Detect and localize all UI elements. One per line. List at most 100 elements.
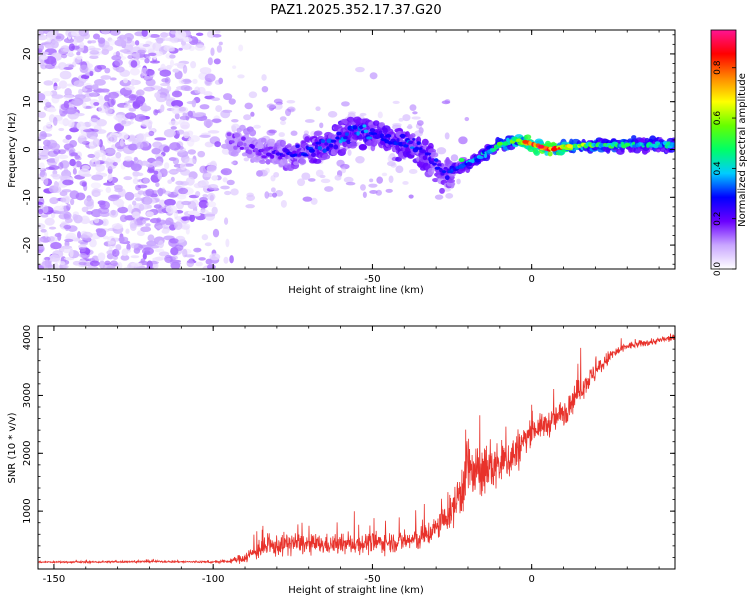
faint-blob bbox=[341, 101, 350, 106]
faint-blob bbox=[285, 108, 291, 116]
noise-blob bbox=[172, 91, 182, 98]
y-tick-label: 10 bbox=[22, 95, 33, 108]
noise-blob bbox=[190, 61, 196, 68]
faint-blob bbox=[272, 192, 277, 197]
noise-blob bbox=[96, 119, 107, 127]
noise-blob bbox=[89, 50, 99, 54]
faint-blob bbox=[297, 178, 305, 186]
noise-blob bbox=[134, 158, 139, 163]
noise-blob bbox=[139, 204, 145, 211]
noise-blob bbox=[184, 254, 195, 257]
ridge-core bbox=[437, 163, 442, 166]
noise-blob bbox=[114, 188, 123, 192]
noise-blob bbox=[53, 86, 61, 90]
faint-blob bbox=[436, 147, 446, 154]
faint-blob bbox=[321, 179, 331, 184]
noise-blob bbox=[197, 151, 205, 158]
colorbar-tick-label: 0.4 bbox=[713, 161, 723, 176]
noise-blob bbox=[63, 225, 71, 229]
noise-blob bbox=[103, 182, 115, 185]
faint-blob bbox=[395, 166, 403, 174]
noise-blob bbox=[134, 220, 145, 227]
noise-blob bbox=[128, 144, 138, 151]
ridge-core bbox=[356, 131, 359, 136]
faint-blob bbox=[286, 100, 295, 104]
noise-blob bbox=[155, 182, 159, 187]
noise-blob bbox=[124, 249, 131, 253]
ridge-core bbox=[241, 136, 246, 141]
x-tick-label: -50 bbox=[364, 274, 380, 285]
ridge-halo bbox=[287, 143, 292, 147]
noise-blob bbox=[222, 110, 232, 113]
noise-blob bbox=[49, 143, 60, 150]
noise-blob bbox=[39, 44, 44, 51]
noise-blob bbox=[199, 135, 211, 138]
faint-blob bbox=[369, 179, 373, 183]
noise-blob bbox=[215, 105, 222, 112]
noise-blob bbox=[166, 65, 172, 70]
faint-blob bbox=[291, 131, 298, 136]
ridge-core bbox=[445, 175, 450, 180]
noise-blob bbox=[114, 185, 122, 188]
noise-blob bbox=[113, 162, 118, 166]
noise-blob bbox=[141, 258, 146, 263]
noise-blob bbox=[121, 50, 127, 53]
noise-blob bbox=[142, 247, 154, 255]
noise-blob bbox=[169, 47, 176, 52]
ridge-core bbox=[234, 133, 240, 138]
noise-blob bbox=[202, 234, 208, 240]
faint-blob bbox=[271, 187, 276, 192]
ridge-core bbox=[370, 128, 375, 132]
ridge-core bbox=[240, 147, 244, 150]
ridge-core bbox=[346, 140, 350, 144]
noise-blob bbox=[43, 125, 53, 132]
noise-blob bbox=[68, 65, 73, 68]
noise-blob bbox=[124, 156, 132, 161]
noise-blob bbox=[91, 174, 103, 180]
ridge-halo bbox=[322, 154, 330, 160]
noise-blob bbox=[174, 222, 182, 230]
noise-blob bbox=[164, 255, 173, 263]
faint-blob bbox=[389, 176, 394, 183]
noise-blob bbox=[64, 239, 73, 242]
noise-blob bbox=[115, 152, 121, 159]
noise-blob bbox=[141, 123, 152, 127]
ridge-core bbox=[332, 139, 336, 142]
noise-blob bbox=[114, 59, 123, 66]
noise-blob bbox=[47, 31, 57, 39]
noise-blob bbox=[60, 205, 65, 209]
noise-blob bbox=[195, 262, 203, 267]
colorbar-label: Normalized spectral amplitude bbox=[737, 73, 748, 227]
noise-blob bbox=[43, 205, 49, 213]
noise-blob bbox=[181, 201, 191, 205]
snr-x-label: Height of straight line (km) bbox=[288, 585, 424, 596]
noise-blob bbox=[41, 214, 49, 217]
noise-blob bbox=[115, 244, 121, 250]
ridge-core bbox=[261, 155, 267, 158]
noise-blob bbox=[50, 174, 58, 177]
noise-blob bbox=[132, 211, 140, 218]
noise-blob bbox=[78, 89, 83, 95]
noise-blob bbox=[152, 257, 163, 261]
faint-blob bbox=[303, 196, 313, 201]
noise-blob bbox=[48, 236, 55, 241]
noise-blob bbox=[57, 233, 61, 241]
noise-blob bbox=[48, 165, 59, 170]
faint-blob bbox=[445, 132, 450, 139]
faint-blob bbox=[408, 124, 413, 129]
ridge-peak bbox=[624, 143, 630, 147]
noise-blob bbox=[220, 186, 230, 190]
noise-blob bbox=[50, 242, 62, 249]
ridge-core bbox=[243, 143, 246, 147]
noise-blob bbox=[232, 65, 236, 69]
faint-blob bbox=[341, 167, 346, 173]
ridge-peak bbox=[567, 144, 573, 148]
noise-blob bbox=[208, 130, 220, 134]
noise-blob bbox=[205, 242, 212, 246]
noise-blob bbox=[90, 136, 97, 139]
noise-blob bbox=[148, 53, 156, 56]
noise-blob bbox=[49, 227, 56, 230]
faint-blob bbox=[360, 184, 366, 191]
y-tick-label: -10 bbox=[22, 189, 33, 205]
ridge-core bbox=[425, 153, 431, 156]
